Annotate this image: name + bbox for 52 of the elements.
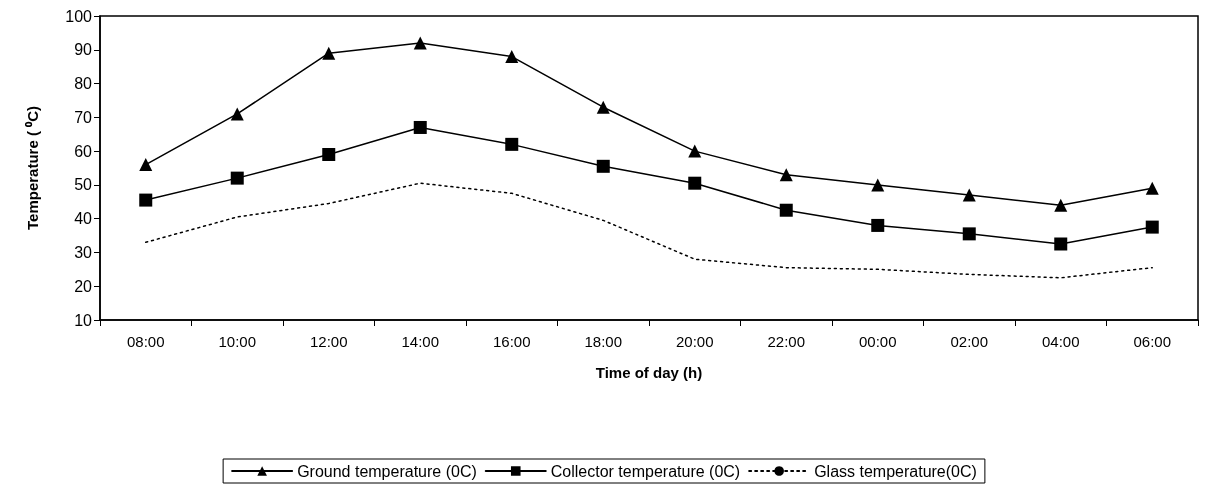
y-tick-label: 30 (74, 243, 93, 261)
point (322, 46, 336, 60)
point (1054, 237, 1068, 251)
point (1145, 181, 1159, 195)
x-tick-label: 16:00 (492, 333, 531, 350)
y-tick-label: 10 (74, 311, 93, 329)
legend-label: Collector temperature (0C) (550, 462, 741, 480)
x-tick-label: 12:00 (309, 333, 348, 350)
y-tick-label: 60 (74, 142, 93, 160)
legend-label: Glass temperature(0C) (814, 462, 977, 480)
y-tick-label: 90 (74, 41, 93, 59)
x-tick-label: 08:00 (126, 333, 165, 350)
x-tick-label: 02:00 (950, 333, 989, 350)
point (779, 168, 793, 182)
point (688, 144, 702, 158)
x-axis-title: Time of day (h) (595, 364, 703, 381)
point (139, 158, 153, 172)
y-axis-title: Temperature ( ⁰C) (24, 106, 41, 230)
x-tick-label: 00:00 (858, 333, 897, 350)
point (139, 193, 153, 207)
x-tick-label: 20:00 (675, 333, 714, 350)
point (505, 50, 519, 64)
point (322, 147, 336, 161)
point (596, 100, 610, 114)
y-tick-label: 70 (74, 108, 93, 126)
point (779, 203, 793, 217)
x-tick-label: 14:00 (401, 333, 440, 350)
x-tick-label: 06:00 (1133, 333, 1172, 350)
y-tick-label: 40 (74, 210, 93, 228)
point (962, 227, 976, 241)
point (596, 159, 610, 173)
y-tick-label: 20 (74, 277, 93, 295)
legend-label: Ground temperature (0C) (297, 462, 477, 480)
point (505, 137, 519, 151)
line-series (145, 182, 1153, 279)
x-tick-label: 10:00 (218, 333, 257, 350)
point (1145, 220, 1159, 234)
y-tick-label: 80 (74, 75, 93, 93)
point (230, 107, 244, 121)
point (1054, 198, 1068, 212)
x-tick-label: 22:00 (767, 333, 806, 350)
point (230, 171, 244, 185)
point (413, 36, 427, 50)
point (962, 188, 976, 202)
x-tick-label: 18:00 (584, 333, 623, 350)
x-tick-label: 04:00 (1041, 333, 1080, 350)
point (871, 218, 885, 232)
point (871, 178, 885, 192)
y-tick-label: 100 (65, 7, 93, 25)
point (413, 120, 427, 134)
y-tick-label: 50 (74, 176, 93, 194)
point (688, 176, 702, 190)
